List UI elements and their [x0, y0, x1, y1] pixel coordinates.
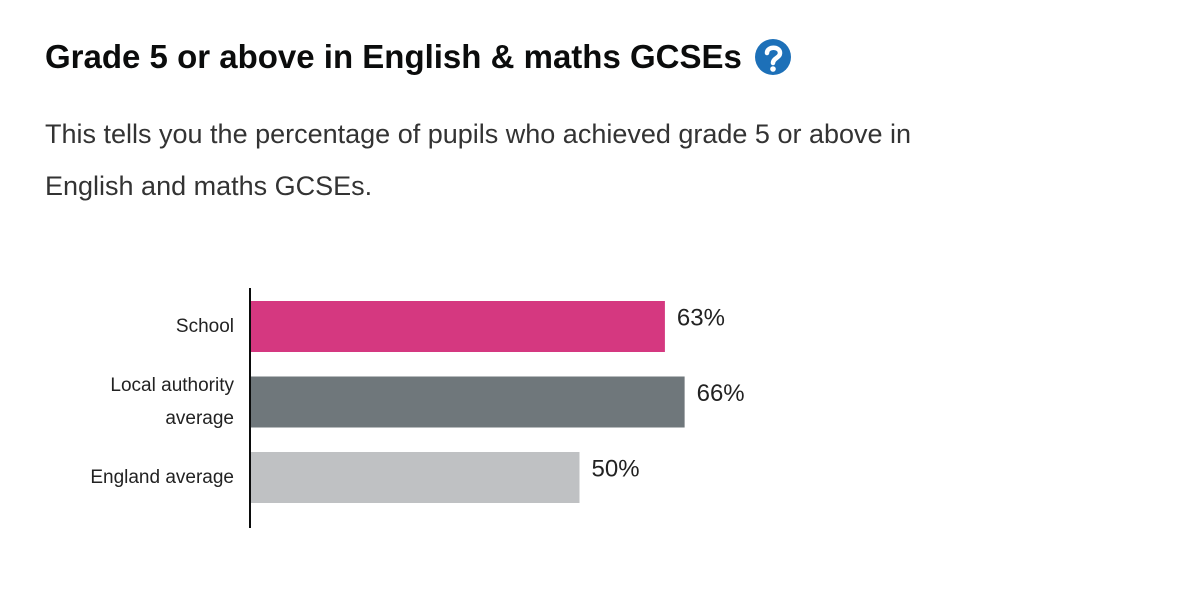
- description: This tells you the percentage of pupils …: [45, 119, 912, 201]
- heading: Grade 5 or above in English & maths GCSE…: [45, 38, 792, 76]
- help-icon[interactable]: [754, 38, 792, 76]
- value-label: 63%: [677, 304, 725, 331]
- bar: [251, 301, 665, 352]
- category-label: Local authority average: [110, 375, 234, 429]
- value-label: 50%: [592, 455, 640, 482]
- bar: [251, 376, 685, 428]
- category-label: England average: [90, 467, 234, 488]
- value-label: 66%: [697, 380, 745, 407]
- bar: [251, 452, 580, 503]
- category-label: School: [175, 316, 234, 337]
- chart-title: Grade 5 or above in English & maths GCSE…: [45, 38, 742, 75]
